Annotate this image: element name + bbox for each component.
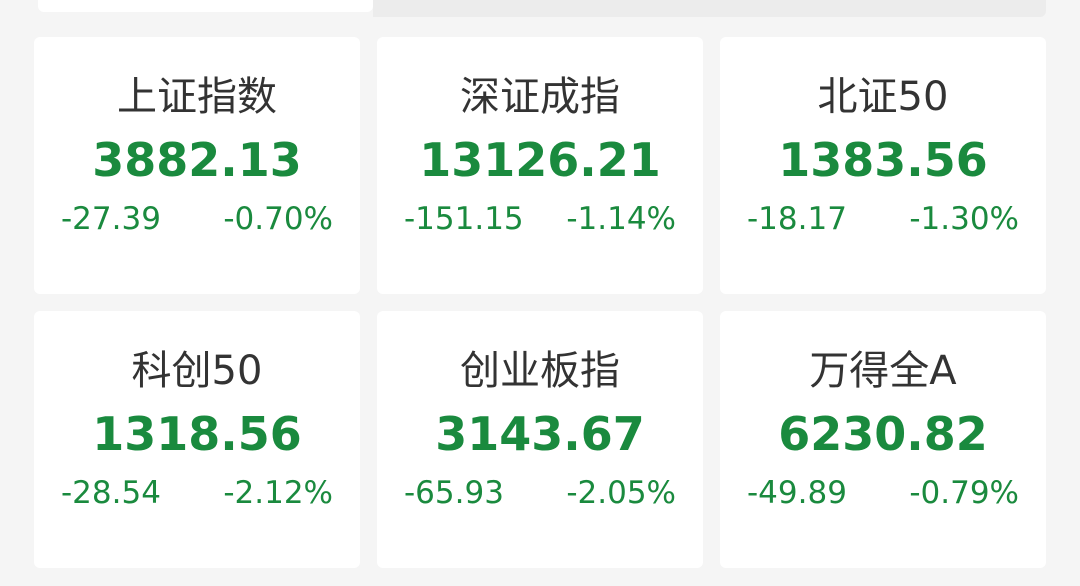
index-changes: -49.89 -0.79% [747, 473, 1019, 513]
index-change-percent: -1.14% [566, 201, 676, 237]
index-changes: -18.17 -1.30% [747, 199, 1019, 239]
top-card-partial [38, 0, 373, 12]
index-name: 科创50 [131, 348, 263, 394]
index-value: 3143.67 [435, 407, 645, 461]
index-name: 北证50 [817, 74, 949, 120]
index-name: 创业板指 [460, 348, 620, 394]
index-change-percent: -0.70% [223, 201, 333, 237]
index-change: -65.93 [404, 475, 504, 511]
index-change: -18.17 [747, 201, 847, 237]
index-change-percent: -2.05% [566, 475, 676, 511]
index-change: -151.15 [404, 201, 524, 237]
index-changes: -65.93 -2.05% [404, 473, 676, 513]
index-grid: 上证指数 3882.13 -27.39 -0.70% 深证成指 13126.21… [34, 37, 1046, 568]
index-change-percent: -2.12% [223, 475, 333, 511]
index-change: -49.89 [747, 475, 847, 511]
index-change: -28.54 [61, 475, 161, 511]
index-name: 万得全A [809, 348, 957, 394]
index-changes: -27.39 -0.70% [61, 199, 333, 239]
index-change: -27.39 [61, 201, 161, 237]
index-value: 6230.82 [778, 407, 988, 461]
index-card[interactable]: 北证50 1383.56 -18.17 -1.30% [720, 37, 1046, 294]
top-strip-partial [373, 0, 1046, 17]
index-changes: -151.15 -1.14% [404, 199, 676, 239]
index-change-percent: -0.79% [909, 475, 1019, 511]
index-value: 3882.13 [92, 133, 302, 187]
index-change-percent: -1.30% [909, 201, 1019, 237]
index-card[interactable]: 科创50 1318.56 -28.54 -2.12% [34, 311, 360, 568]
index-card[interactable]: 上证指数 3882.13 -27.39 -0.70% [34, 37, 360, 294]
index-card[interactable]: 万得全A 6230.82 -49.89 -0.79% [720, 311, 1046, 568]
index-value: 1383.56 [778, 133, 988, 187]
index-changes: -28.54 -2.12% [61, 473, 333, 513]
index-name: 深证成指 [460, 74, 620, 120]
index-name: 上证指数 [117, 74, 277, 120]
index-value: 13126.21 [419, 133, 661, 187]
index-value: 1318.56 [92, 407, 302, 461]
index-card[interactable]: 深证成指 13126.21 -151.15 -1.14% [377, 37, 703, 294]
index-card[interactable]: 创业板指 3143.67 -65.93 -2.05% [377, 311, 703, 568]
